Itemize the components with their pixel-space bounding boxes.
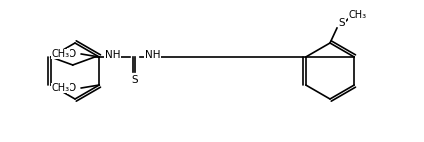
Text: S: S bbox=[131, 75, 138, 85]
Text: CH₃: CH₃ bbox=[51, 83, 69, 93]
Text: NH: NH bbox=[145, 50, 161, 60]
Text: O: O bbox=[67, 49, 75, 59]
Text: CH₃: CH₃ bbox=[51, 49, 69, 59]
Text: NH: NH bbox=[105, 50, 120, 60]
Text: O: O bbox=[67, 83, 75, 93]
Text: CH₃: CH₃ bbox=[349, 10, 367, 20]
Text: S: S bbox=[339, 18, 345, 28]
